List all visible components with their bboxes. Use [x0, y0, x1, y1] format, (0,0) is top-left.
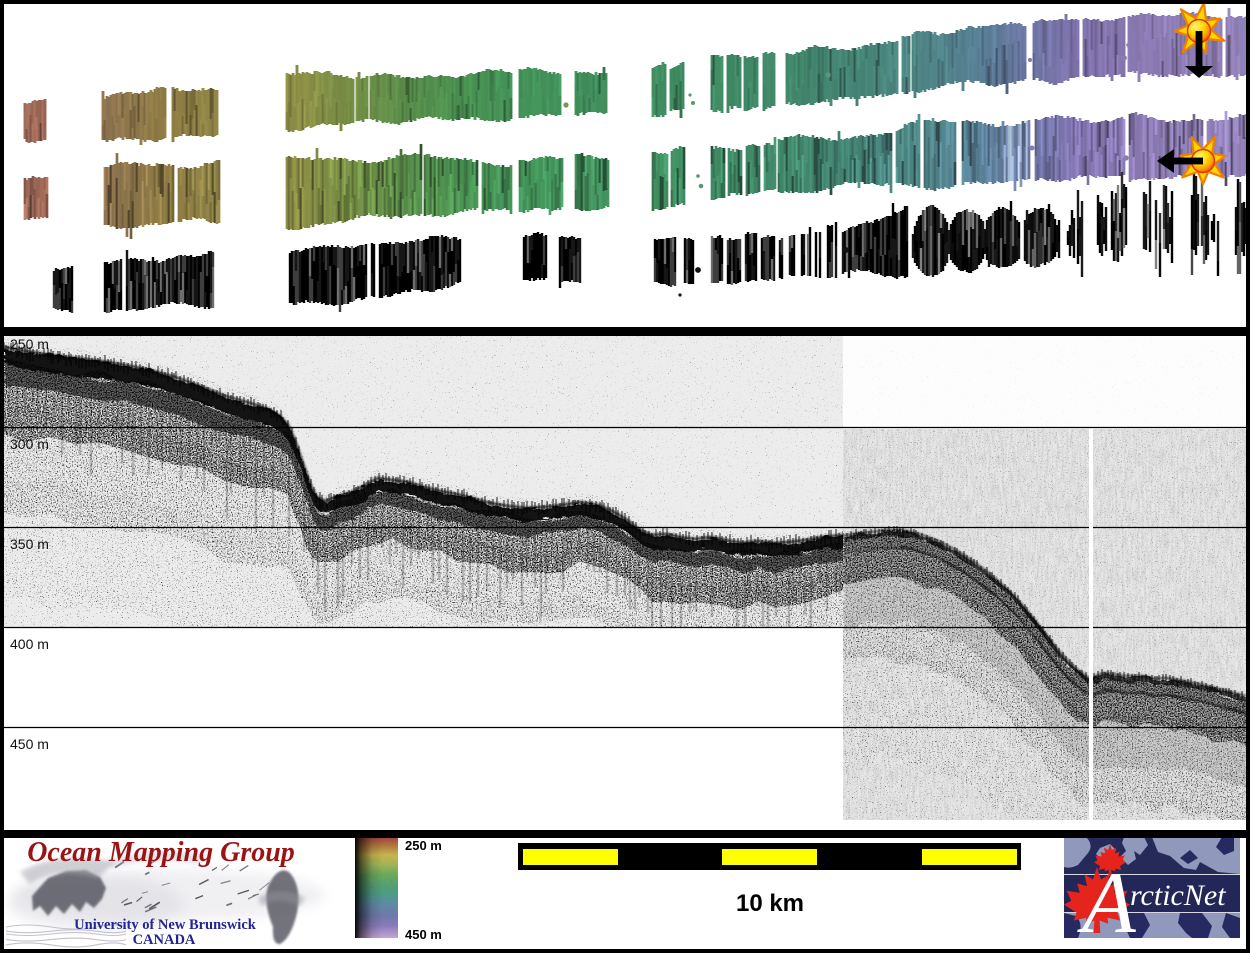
svg-text:300 m: 300 m — [10, 436, 49, 452]
svg-text:University of New Brunswick: University of New Brunswick — [74, 917, 257, 933]
svg-text:CANADA: CANADA — [133, 932, 196, 948]
svg-text:A: A — [1077, 855, 1137, 952]
svg-text:10 km: 10 km — [736, 890, 804, 917]
svg-text:450 m: 450 m — [10, 736, 49, 752]
svg-text:400 m: 400 m — [10, 636, 49, 652]
svg-text:250 m: 250 m — [10, 336, 49, 352]
svg-text:450 m: 450 m — [405, 927, 442, 942]
svg-text:rcticNet: rcticNet — [1130, 879, 1226, 912]
svg-text:Ocean Mapping Group: Ocean Mapping Group — [27, 837, 295, 868]
svg-text:250 m: 250 m — [405, 838, 442, 853]
svg-text:350 m: 350 m — [10, 536, 49, 552]
